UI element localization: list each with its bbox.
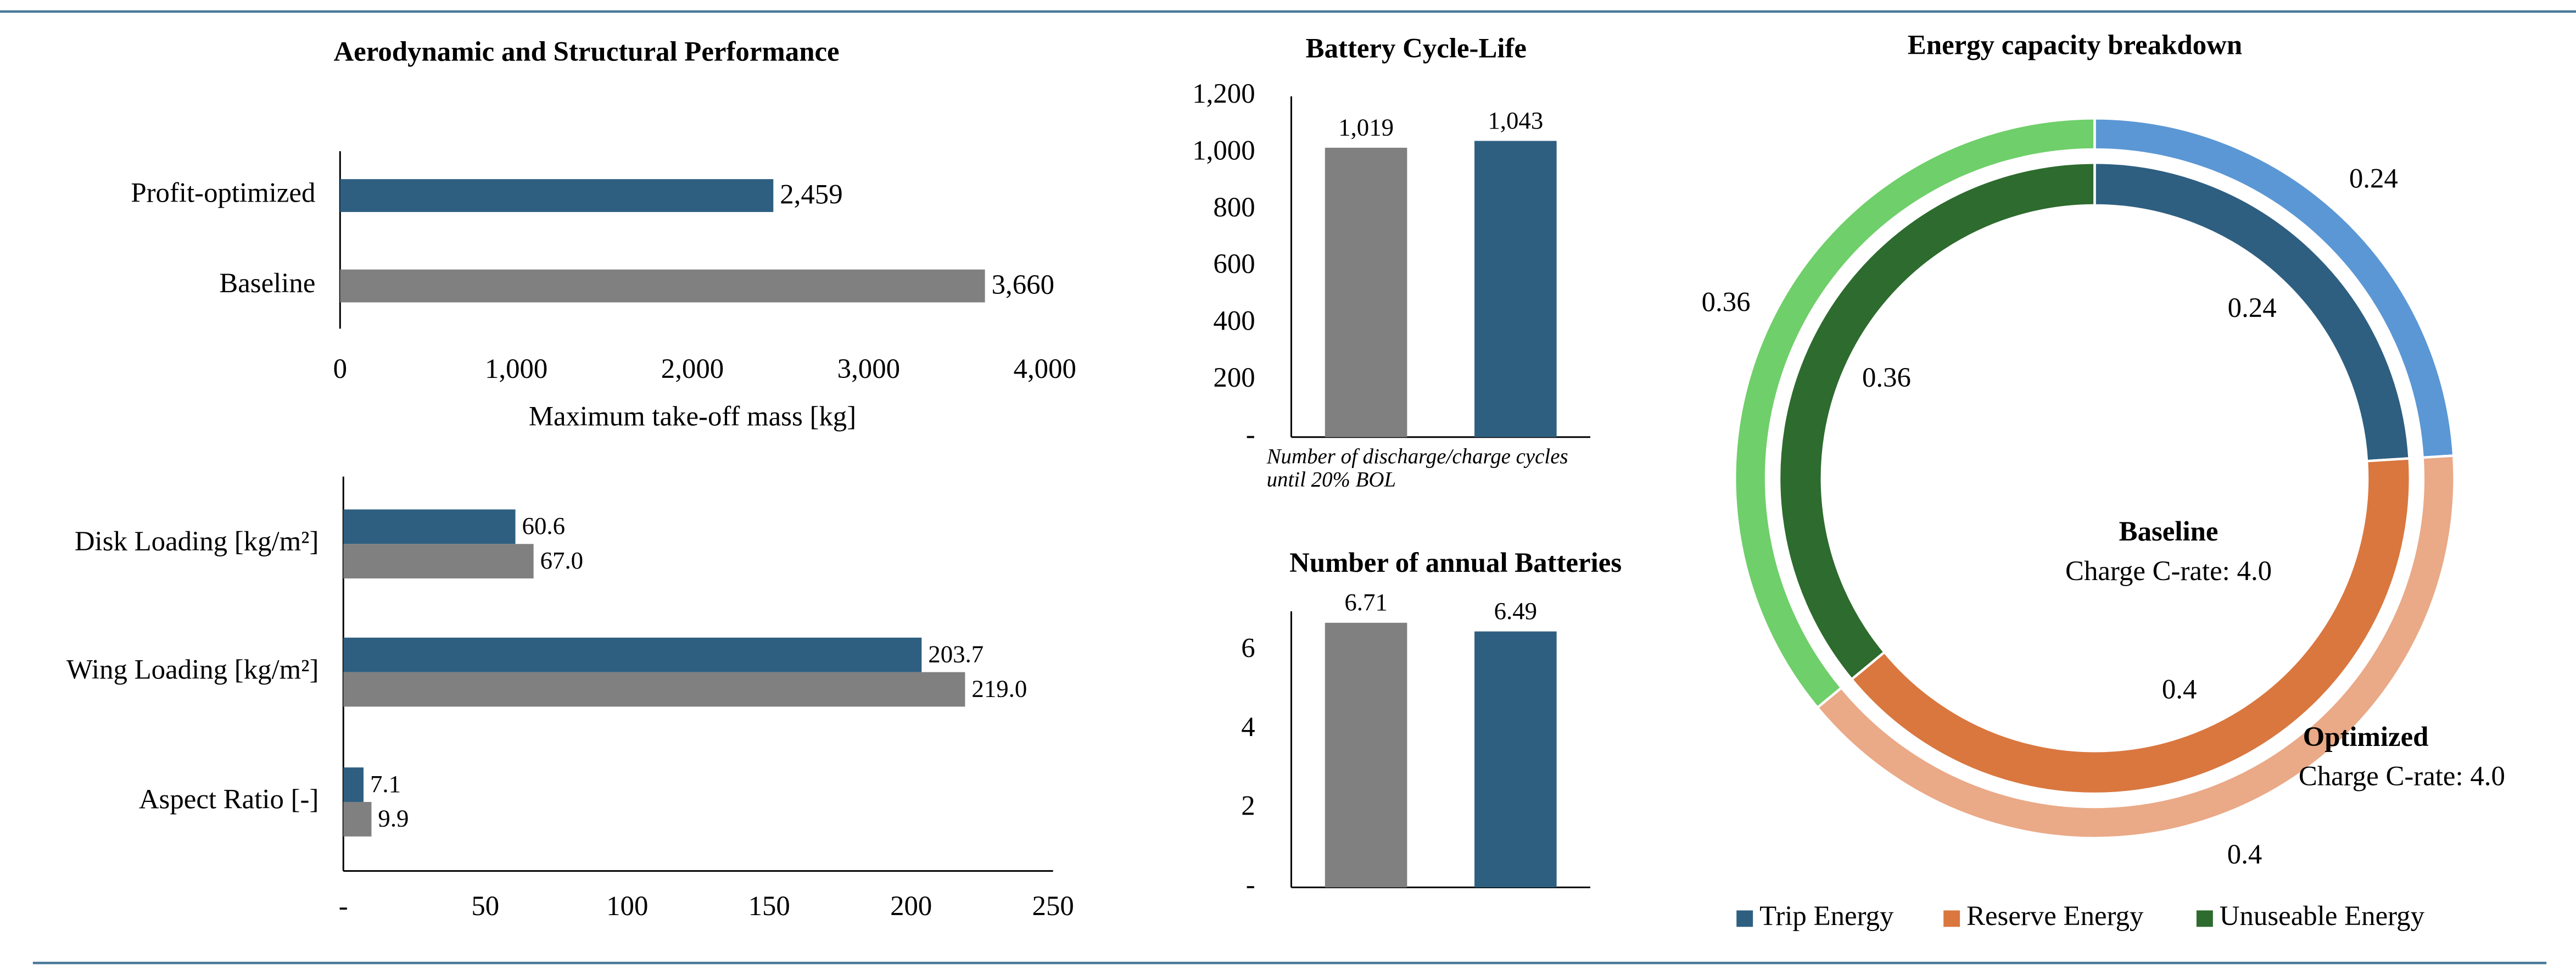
bar <box>340 269 985 303</box>
y-tick-label: 1,000 <box>1192 135 1255 165</box>
legend-label: Trip Energy <box>1759 900 1894 931</box>
ring-note: Charge C-rate: 4.0 <box>2299 761 2505 792</box>
category-label: Profit-optimized <box>131 177 315 208</box>
bar <box>340 179 774 212</box>
bar <box>1474 631 1557 888</box>
x-tick-label: 3,000 <box>837 353 900 384</box>
category-label: Disk Loading [kg/m²] <box>75 526 319 556</box>
bar <box>343 672 965 707</box>
value-label: 60.6 <box>522 512 566 539</box>
segment-label: 0.24 <box>2349 163 2398 193</box>
y-tick-label: 600 <box>1213 248 1255 279</box>
legend-label: Reserve Energy <box>1966 900 2144 931</box>
value-label: 6.71 <box>1344 588 1388 616</box>
y-tick-label: 400 <box>1213 305 1255 336</box>
y-tick-label: 2 <box>1241 790 1255 821</box>
legend-swatch <box>1943 910 1960 927</box>
x-tick-label: 1,000 <box>485 353 547 384</box>
x-tick-label: 150 <box>748 890 790 921</box>
bar <box>343 801 372 837</box>
value-label: 67.0 <box>540 547 584 574</box>
bar <box>1474 141 1557 437</box>
legend-swatch <box>2196 910 2213 927</box>
value-label: 1,043 <box>1488 107 1543 134</box>
ring-name: Baseline <box>2119 516 2219 547</box>
x-tick-label: 50 <box>471 890 499 921</box>
value-label: 3,660 <box>992 269 1054 300</box>
x-tick-label: 250 <box>1032 890 1074 921</box>
y-tick-label: 800 <box>1213 192 1255 222</box>
bar <box>343 509 516 544</box>
x-tick-label: 200 <box>890 890 932 921</box>
segment-label: 0.36 <box>1702 286 1751 317</box>
donut-segment <box>1849 457 2412 795</box>
ring-note: Charge C-rate: 4.0 <box>2065 555 2272 586</box>
value-label: 9.9 <box>378 805 409 832</box>
category-label: Wing Loading [kg/m²] <box>66 654 318 684</box>
y-tick-label: 6 <box>1241 632 1255 663</box>
value-label: 2,459 <box>780 179 842 210</box>
y-tick-label: - <box>1246 869 1255 900</box>
x-tick-label: 2,000 <box>661 353 724 384</box>
value-label: 203.7 <box>928 640 984 667</box>
y-tick-label: 200 <box>1213 362 1255 393</box>
bar <box>1325 622 1407 888</box>
value-label: 6.49 <box>1494 597 1538 625</box>
chart-title: Aerodynamic and Structural Performance <box>333 36 839 66</box>
x-tick-label: 0 <box>333 353 347 384</box>
bar <box>343 544 534 579</box>
x-tick-label: - <box>339 890 348 921</box>
x-tick-label: 4,000 <box>1014 353 1076 384</box>
bar <box>343 767 364 802</box>
x-axis-label: Number of discharge/charge cycles until … <box>1266 445 1568 492</box>
chart-title: Battery Cycle-Life <box>1306 32 1527 63</box>
bar <box>343 637 922 672</box>
ring-name: Optimized <box>2303 721 2429 752</box>
value-label: 1,019 <box>1338 113 1394 141</box>
donut-segment <box>1734 117 2096 710</box>
legend-label: Unuseable Energy <box>2220 900 2425 931</box>
legend-swatch <box>1736 910 1753 927</box>
segment-label: 0.36 <box>1862 362 1911 393</box>
y-tick-label: 1,200 <box>1192 78 1255 109</box>
category-label: Baseline <box>219 268 315 298</box>
value-label: 219.0 <box>971 675 1027 702</box>
donut-segment <box>1778 161 2096 681</box>
category-label: Aspect Ratio [-] <box>139 784 319 815</box>
chart-title: Energy capacity breakdown <box>1908 29 2242 60</box>
x-axis-label: Maximum take-off mass [kg] <box>529 401 856 432</box>
segment-label: 0.4 <box>2162 674 2197 705</box>
x-axis-label-box: Number of discharge/charge cycles until … <box>1266 445 1568 492</box>
y-tick-label: 4 <box>1241 711 1255 742</box>
value-label: 7.1 <box>370 770 401 798</box>
segment-label: 0.24 <box>2228 292 2277 323</box>
chart-title: Number of annual Batteries <box>1289 547 1622 578</box>
segment-label: 0.4 <box>2227 839 2262 870</box>
bar <box>1325 147 1407 437</box>
y-tick-label: - <box>1246 419 1255 449</box>
x-tick-label: 100 <box>606 890 648 921</box>
